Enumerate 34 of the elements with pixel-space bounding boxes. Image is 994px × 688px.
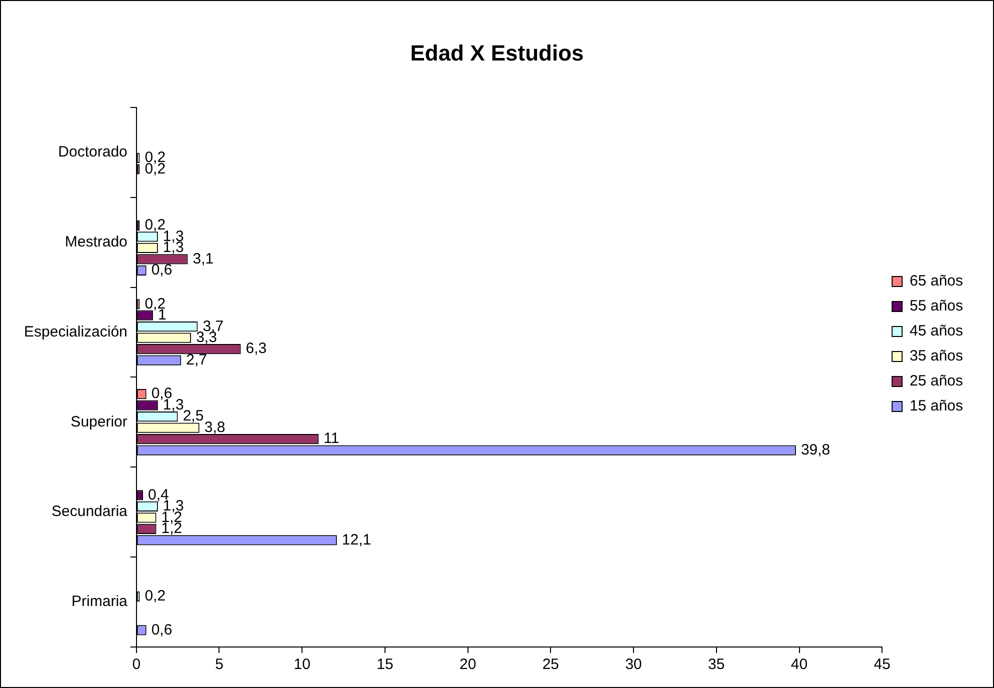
- data-label: 0,6: [151, 262, 172, 279]
- x-tick-label: 25: [542, 656, 560, 674]
- legend-label: 55 años: [910, 298, 964, 315]
- data-label: 2,5: [182, 408, 204, 425]
- data-label: 0,6: [151, 621, 172, 638]
- x-tick-label: 5: [215, 656, 224, 674]
- x-tick-label: 45: [874, 656, 890, 674]
- data-label: 11: [324, 430, 340, 448]
- x-tick-label: 40: [790, 656, 808, 674]
- x-tick-label: 15: [376, 656, 394, 674]
- data-label: 12,1: [342, 531, 372, 548]
- chart-title: Edad X Estudios: [410, 40, 584, 66]
- data-label: 6,3: [246, 340, 267, 358]
- legend-label: 65 años: [910, 272, 964, 290]
- y-tick-label: Mestrado: [64, 233, 128, 250]
- data-label: 3,8: [204, 418, 226, 436]
- data-label: 0,2: [144, 588, 166, 605]
- y-tick-label: Doctorado: [58, 144, 128, 161]
- x-tick-label: 10: [294, 656, 310, 674]
- legend-label: 15 años: [910, 398, 964, 415]
- data-label: 3,1: [192, 250, 214, 268]
- y-tick-label: Secundaria: [52, 503, 128, 520]
- y-tick-label: Superior: [70, 413, 128, 430]
- data-label: 39,8: [800, 441, 830, 458]
- x-tick-label: 20: [459, 656, 476, 674]
- y-tick-label: Primaria: [72, 593, 128, 610]
- data-label: 2,7: [186, 351, 207, 368]
- y-tick-label: Especialización: [24, 323, 128, 340]
- legend-label: 45 años: [910, 322, 964, 340]
- x-tick-label: 30: [625, 656, 642, 674]
- legend-label: 25 años: [910, 372, 964, 390]
- x-tick-label: 0: [132, 656, 141, 674]
- x-tick-label: 35: [708, 656, 725, 674]
- legend-label: 35 años: [910, 348, 964, 365]
